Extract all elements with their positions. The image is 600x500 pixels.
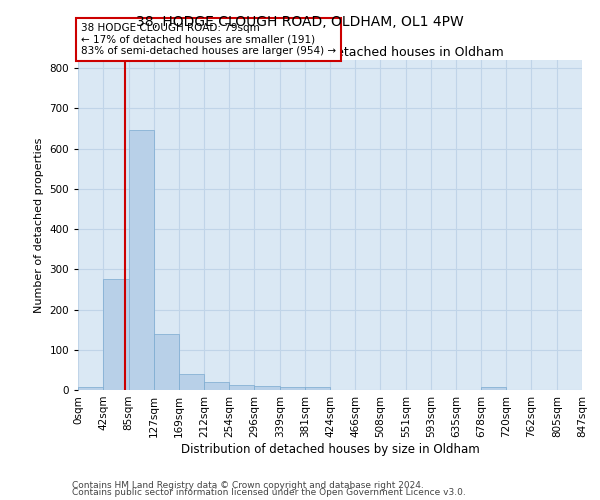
Bar xyxy=(154,334,179,390)
Bar xyxy=(128,130,154,390)
Bar xyxy=(179,374,204,390)
Bar xyxy=(280,387,305,390)
Bar xyxy=(103,280,128,390)
Bar xyxy=(229,385,254,390)
Text: 38, HODGE CLOUGH ROAD, OLDHAM, OL1 4PW: 38, HODGE CLOUGH ROAD, OLDHAM, OL1 4PW xyxy=(136,15,464,29)
Bar xyxy=(78,387,103,390)
Text: 38 HODGE CLOUGH ROAD: 79sqm
← 17% of detached houses are smaller (191)
83% of se: 38 HODGE CLOUGH ROAD: 79sqm ← 17% of det… xyxy=(81,23,336,56)
Text: Contains public sector information licensed under the Open Government Licence v3: Contains public sector information licen… xyxy=(72,488,466,497)
Title: Size of property relative to detached houses in Oldham: Size of property relative to detached ho… xyxy=(157,46,503,59)
Y-axis label: Number of detached properties: Number of detached properties xyxy=(34,138,44,312)
Bar xyxy=(305,387,330,390)
Bar xyxy=(254,386,280,390)
Bar xyxy=(204,382,229,390)
Bar xyxy=(481,387,506,390)
Text: Contains HM Land Registry data © Crown copyright and database right 2024.: Contains HM Land Registry data © Crown c… xyxy=(72,480,424,490)
X-axis label: Distribution of detached houses by size in Oldham: Distribution of detached houses by size … xyxy=(181,442,479,456)
